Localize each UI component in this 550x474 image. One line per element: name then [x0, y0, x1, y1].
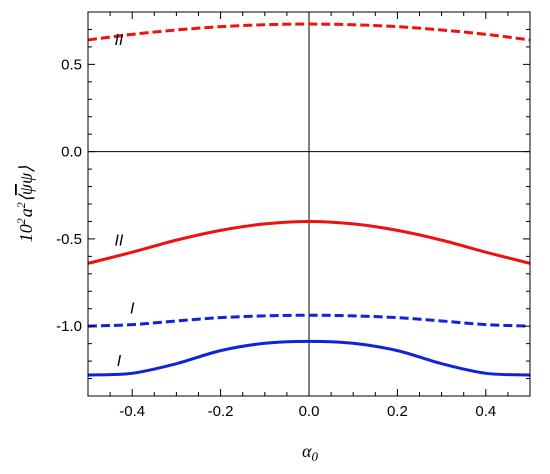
y-tick-label: -1.0 [56, 318, 82, 335]
x-tick-label: -0.4 [119, 403, 145, 420]
curves [87, 22, 531, 377]
plot-frame [87, 11, 531, 397]
series-line-3 [87, 313, 531, 328]
y-tick-label: 0.5 [61, 56, 82, 73]
curve-label: I [130, 301, 135, 318]
curve-label: I [117, 353, 122, 370]
x-axis-title: α0 [302, 441, 318, 464]
x-tick-label: 0.0 [299, 403, 320, 420]
ticks: -0.4 -0.2 0.0 0.2 0.4 0.5 0.0 -0.5 -1.0 [56, 11, 531, 420]
x-tick-label: 0.2 [387, 403, 408, 420]
curve-label: II [114, 233, 123, 250]
series-line-4 [87, 339, 531, 377]
x-tick-label: -0.2 [208, 403, 234, 420]
x-tick-label: 0.4 [475, 403, 496, 420]
y-tick-label: -0.5 [56, 231, 82, 248]
curve-label: II [114, 32, 123, 49]
y-axis-title: 102a2⟨ψψ⟩ [14, 166, 36, 242]
series-line-2 [87, 219, 531, 265]
series-line-1 [87, 22, 531, 42]
zero-lines [88, 12, 530, 396]
y-tick-label: 0.0 [61, 144, 82, 161]
